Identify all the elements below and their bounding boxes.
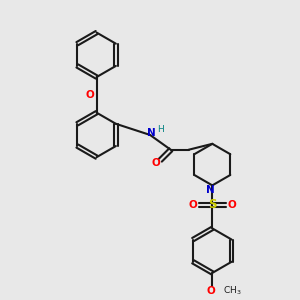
Text: S: S	[208, 198, 217, 211]
Text: CH$_3$: CH$_3$	[223, 284, 241, 297]
Text: O: O	[86, 90, 94, 100]
Text: N: N	[206, 185, 215, 195]
Text: O: O	[189, 200, 197, 210]
Text: H: H	[157, 125, 164, 134]
Text: O: O	[227, 200, 236, 210]
Text: N: N	[147, 128, 156, 138]
Text: O: O	[152, 158, 160, 168]
Text: O: O	[206, 286, 215, 296]
